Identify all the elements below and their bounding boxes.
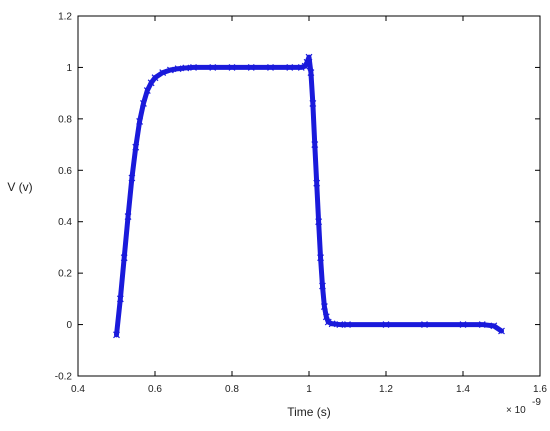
data-point bbox=[182, 64, 190, 72]
data-point bbox=[301, 62, 309, 70]
data-point bbox=[267, 64, 274, 71]
data-point bbox=[490, 322, 498, 330]
data-point bbox=[324, 318, 332, 326]
data-point bbox=[309, 100, 317, 107]
x-tick-label: 1.6 bbox=[533, 384, 547, 395]
data-point bbox=[116, 295, 124, 303]
data-point bbox=[166, 66, 174, 74]
data-point bbox=[303, 58, 311, 66]
data-point bbox=[382, 321, 390, 328]
data-point bbox=[322, 313, 330, 321]
data-point bbox=[147, 79, 155, 87]
x-tick-label: 1.2 bbox=[379, 384, 393, 395]
data-point bbox=[174, 65, 182, 73]
data-point bbox=[320, 303, 328, 310]
data-point bbox=[313, 179, 321, 187]
data-point bbox=[297, 64, 305, 71]
data-point bbox=[143, 87, 151, 94]
data-point bbox=[319, 282, 326, 290]
y-tick-label: -0.2 bbox=[55, 372, 73, 383]
data-point bbox=[190, 64, 197, 71]
data-point bbox=[305, 53, 313, 61]
x-tick-label: 0.4 bbox=[71, 384, 85, 395]
y-axis-label: V (v) bbox=[7, 180, 32, 194]
data-point bbox=[307, 69, 315, 76]
data-point bbox=[247, 64, 255, 71]
data-point bbox=[113, 331, 120, 339]
data-point bbox=[124, 213, 132, 220]
x-tick-label: 0.8 bbox=[225, 384, 239, 395]
y-tick-label: 1.2 bbox=[58, 12, 72, 23]
x-axis-ticks: 0.4 0.6 0.8 1 1.2 1.4 1.6 bbox=[71, 16, 547, 395]
data-point bbox=[159, 69, 167, 76]
data-point bbox=[209, 64, 217, 71]
x-axis-multiplier-exponent: -9 bbox=[532, 397, 541, 408]
data-point bbox=[336, 321, 344, 328]
series-layer bbox=[113, 53, 505, 339]
y-tick-label: 0.6 bbox=[58, 166, 72, 177]
data-point bbox=[459, 321, 467, 328]
x-tick-label: 0.6 bbox=[148, 384, 162, 395]
data-point bbox=[498, 327, 505, 335]
x-tick-label: 1.4 bbox=[456, 384, 470, 395]
x-axis-label: Time (s) bbox=[287, 405, 331, 419]
data-point bbox=[136, 118, 144, 125]
y-tick-label: 0.2 bbox=[58, 269, 72, 280]
series-line bbox=[114, 54, 504, 338]
data-point bbox=[151, 74, 159, 82]
data-point bbox=[311, 141, 319, 148]
data-point bbox=[421, 321, 428, 328]
y-tick-label: 0.8 bbox=[58, 114, 72, 125]
data-point bbox=[140, 100, 147, 107]
data-point bbox=[478, 321, 486, 328]
x-tick-label: 1 bbox=[306, 384, 312, 395]
data-point bbox=[317, 254, 324, 262]
data-point bbox=[328, 320, 336, 328]
data-point bbox=[344, 321, 351, 328]
data-point bbox=[120, 254, 128, 262]
y-axis-ticks: -0.2 0 0.2 0.4 0.6 0.8 1 1.2 bbox=[55, 12, 540, 383]
y-tick-label: 0.4 bbox=[58, 217, 72, 228]
data-point bbox=[286, 64, 294, 71]
y-tick-label: 0 bbox=[66, 320, 72, 331]
data-point bbox=[132, 143, 140, 151]
data-point bbox=[128, 174, 136, 182]
x-axis-multiplier: × 10 bbox=[506, 405, 526, 416]
data-point bbox=[315, 218, 323, 226]
y-tick-label: 1 bbox=[66, 63, 72, 74]
data-point bbox=[228, 64, 236, 71]
